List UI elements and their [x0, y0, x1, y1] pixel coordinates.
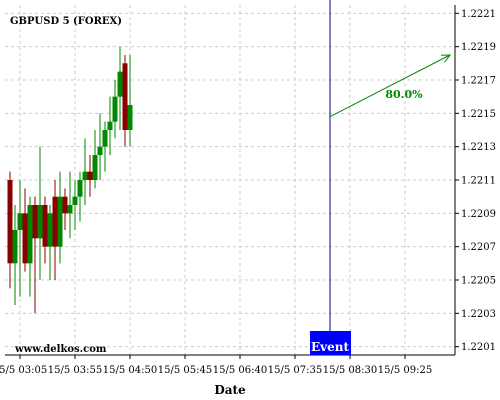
x-tick-label: 15/5 08:30: [323, 365, 377, 376]
candle: [12, 205, 18, 305]
candle: [42, 196, 48, 264]
candle: [107, 96, 113, 155]
candle-body: [12, 230, 18, 264]
y-tick-label: 1.2213: [461, 142, 496, 153]
watermark: www.delkos.com: [14, 344, 107, 355]
y-tick-label: 1.2215: [461, 109, 496, 120]
candle-body: [107, 121, 113, 130]
x-tick-label: 15/5 05:45: [158, 365, 212, 376]
y-tick-label: 1.2205: [461, 276, 496, 287]
x-tick-label: 15/5 07:35: [268, 365, 322, 376]
candle-body: [112, 96, 118, 122]
projection-label: 80.0%: [385, 88, 423, 101]
candle: [97, 113, 103, 180]
candle-body: [27, 205, 33, 264]
event-marker: Event: [310, 0, 351, 355]
x-axis-label: Date: [214, 383, 246, 397]
x-tick-label: 15/5 04:50: [103, 365, 157, 376]
x-tick-label: 15/5 06:40: [213, 365, 267, 376]
y-tick-label: 1.2201: [461, 342, 496, 353]
x-tick-label: 15/5 09:25: [378, 365, 432, 376]
candle: [72, 180, 78, 230]
candle-body: [37, 205, 43, 239]
candle-body: [97, 146, 103, 155]
y-tick-label: 1.2221: [461, 9, 496, 20]
candle-body: [87, 171, 93, 180]
candle-body: [57, 196, 63, 247]
candle: [82, 138, 88, 205]
candle: [117, 46, 123, 130]
projection-arrowhead: [440, 54, 452, 63]
event-label: Event: [311, 340, 349, 354]
candle: [17, 180, 23, 297]
candle: [47, 205, 53, 280]
candle-body: [77, 180, 83, 197]
candle: [92, 130, 98, 189]
candle: [37, 146, 43, 280]
candle-body: [127, 105, 133, 130]
candle-body: [42, 205, 48, 247]
y-tick-label: 1.2209: [461, 209, 496, 220]
candle-body: [22, 213, 28, 264]
y-tick-label: 1.2207: [461, 242, 496, 253]
candle-body: [92, 155, 98, 180]
event-box: [310, 331, 351, 355]
x-tick-label: 15/5 03:05: [0, 365, 47, 376]
candle-body: [17, 213, 23, 230]
candle-body: [32, 205, 38, 239]
y-tick-label: 1.2203: [461, 309, 496, 320]
candle: [57, 171, 63, 264]
candle-body: [52, 196, 58, 247]
candle: [112, 80, 118, 139]
projection: 80.0%: [329, 54, 452, 118]
projection-line: [329, 54, 451, 118]
candle: [52, 180, 58, 280]
x-tick-label: 15/5 03:55: [48, 365, 102, 376]
candle: [122, 55, 128, 147]
candle-body: [122, 63, 128, 131]
candle: [62, 188, 68, 230]
candles: [7, 46, 133, 314]
candle-body: [7, 180, 13, 264]
candle: [67, 171, 73, 239]
candle-body: [47, 213, 53, 247]
y-axis-ticks: 1.2201 1.2203 1.2205 1.2207 1.2209 1.2211 1.22…: [455, 9, 496, 353]
y-tick-label: 1.2219: [461, 42, 496, 53]
candle: [32, 196, 38, 314]
candle: [127, 55, 133, 147]
candle: [87, 155, 93, 197]
candle-body: [117, 71, 123, 97]
y-tick-label: 1.2217: [461, 76, 496, 87]
candle-body: [102, 130, 108, 147]
candle: [102, 121, 108, 172]
chart-title: GBPUSD 5 (FOREX): [10, 16, 122, 27]
y-tick-label: 1.2211: [461, 176, 496, 187]
candle: [27, 196, 33, 297]
candle-body: [62, 196, 68, 214]
candle-body: [82, 171, 88, 180]
candle: [7, 171, 13, 289]
candle-body: [72, 196, 78, 205]
candle-body: [67, 205, 73, 214]
candle: [22, 188, 28, 272]
grid: [5, 5, 455, 355]
candle: [77, 171, 83, 222]
